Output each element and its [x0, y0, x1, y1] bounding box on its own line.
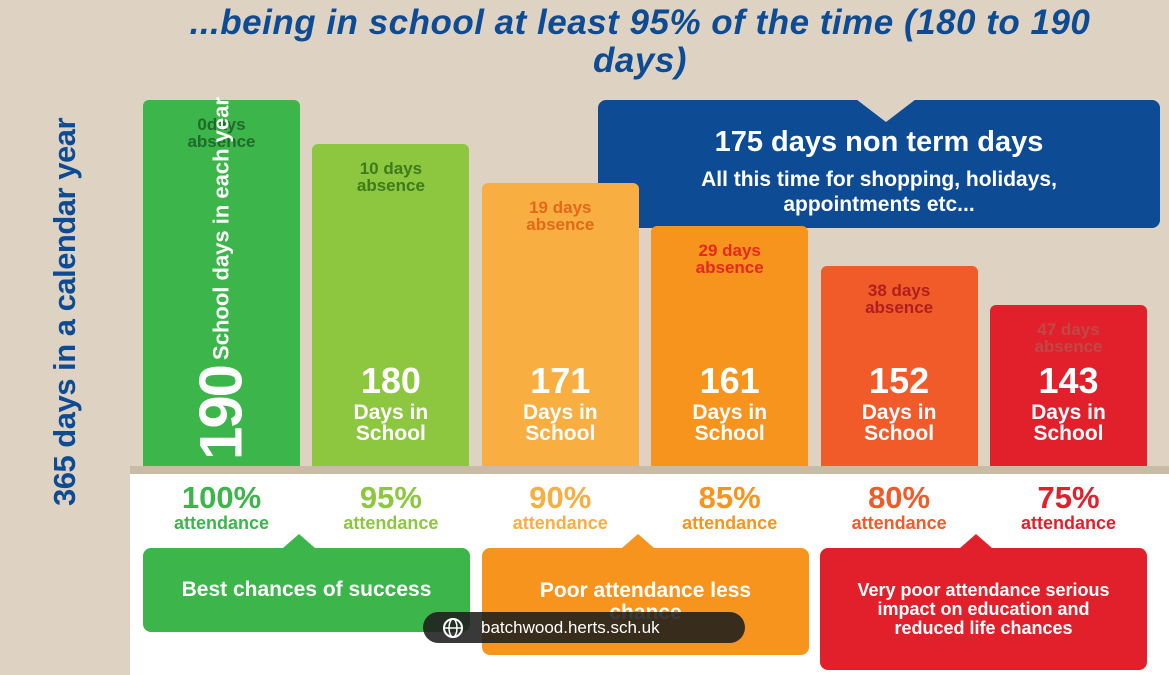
- attendance-label: attendance: [1020, 513, 1117, 533]
- days-block: 143 Days in School: [990, 360, 1147, 444]
- attendance-label: attendance: [851, 513, 947, 533]
- globe-icon: [443, 617, 463, 638]
- rotated-days: 190 School days in each year: [187, 97, 256, 461]
- days-number: 161: [699, 359, 760, 401]
- side-label: 365 days in a calendar year: [47, 117, 82, 507]
- box-pointer: [622, 534, 654, 548]
- non-term-text: All this time for shopping, holidays, ap…: [701, 168, 1057, 216]
- attendance-value: 100%: [181, 480, 262, 515]
- days-number: 152: [869, 359, 930, 401]
- outcome-text: Very poor attendance serious impact on e…: [857, 579, 1110, 638]
- attendance-value: 95%: [359, 480, 422, 515]
- attendance-value: 75%: [1037, 480, 1100, 515]
- side-panel: [0, 0, 130, 675]
- non-term-title: 175 days non term days: [714, 126, 1044, 158]
- attendance-label: attendance: [682, 513, 778, 533]
- outcome-box: Very poor attendance serious impact on e…: [820, 548, 1147, 670]
- attendance-value: 90%: [529, 480, 592, 515]
- days-block: 180 Days in School: [312, 360, 469, 444]
- attendance: 95% attendance: [312, 480, 469, 533]
- box-pointer: [283, 534, 315, 548]
- separator: [130, 466, 1169, 474]
- outcome-box: Best chances of success: [143, 548, 470, 632]
- days-number: 143: [1038, 359, 1099, 401]
- bar: 38 days absence 152 Days in School: [820, 265, 978, 466]
- attendance-value: 80%: [868, 480, 931, 515]
- notch: [852, 96, 920, 122]
- bar: 0days absence 190 School days in each year: [143, 97, 300, 466]
- absence-label: 29 days absence: [695, 241, 764, 278]
- absence-label: 47 days absence: [1034, 319, 1103, 356]
- outcome-text: Best chances of success: [181, 578, 432, 601]
- days-number: 180: [360, 359, 421, 401]
- days-number: 190: [187, 365, 255, 461]
- attendance-label: attendance: [173, 513, 270, 533]
- days-number: 171: [530, 359, 591, 401]
- box-pointer: [960, 534, 992, 548]
- days-label: Days in School: [353, 400, 429, 445]
- attendance-label: attendance: [343, 513, 439, 533]
- absence-label: 10 days absence: [356, 158, 425, 195]
- days-label: Days in School: [692, 400, 768, 445]
- days-label: School days in each year: [208, 97, 233, 360]
- attendance-label: attendance: [512, 513, 608, 533]
- attendance: 75% attendance: [990, 480, 1147, 533]
- bar: 47 days absence 143 Days in School: [990, 304, 1147, 466]
- bar: 19 days absence 171 Days in School: [481, 182, 639, 466]
- days-block: 152 Days in School: [821, 360, 978, 444]
- bar: 29 days absence 161 Days in School: [651, 226, 809, 466]
- days-label: Days in School: [1031, 400, 1106, 445]
- bar: 10 days absence 180 Days in School: [312, 143, 470, 466]
- attendance: 80% attendance: [821, 480, 978, 533]
- days-label: Days in School: [861, 400, 937, 445]
- watermark: batchwood.herts.sch.uk: [423, 612, 745, 643]
- days-block: 171 Days in School: [482, 360, 639, 444]
- absence-label: 0days absence: [187, 115, 256, 151]
- watermark-text: batchwood.herts.sch.uk: [481, 617, 660, 637]
- days-block: 161 Days in School: [651, 360, 808, 444]
- title: ...being in school at least 95% of the t…: [189, 3, 1091, 80]
- attendance: 90% attendance: [482, 480, 639, 533]
- non-term-box: 175 days non term days All this time for…: [598, 100, 1160, 228]
- absence-label: 19 days absence: [526, 197, 595, 234]
- attendance-value: 85%: [698, 480, 761, 515]
- attendance: 100% attendance: [143, 480, 300, 533]
- days-label: Days in School: [522, 400, 598, 445]
- attendance: 85% attendance: [651, 480, 808, 533]
- absence-label: 38 days absence: [865, 280, 934, 317]
